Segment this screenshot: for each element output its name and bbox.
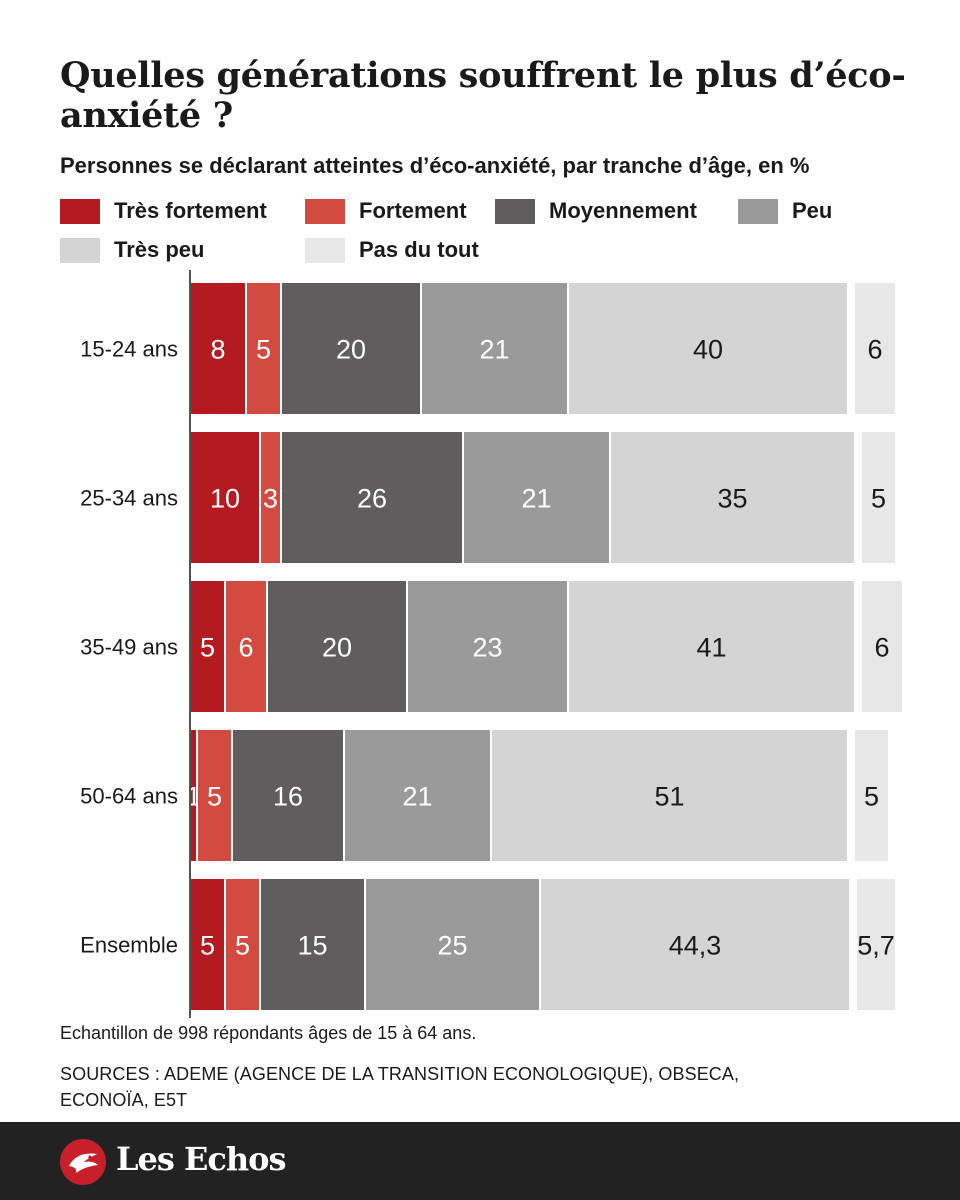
legend-label-tres-peu: Très peu xyxy=(114,237,205,262)
legend-label-pas-du-tout: Pas du tout xyxy=(359,237,479,262)
value-label-fortement-ensemble: 5 xyxy=(235,931,250,961)
value-label-tres-fortement-ensemble: 5 xyxy=(200,931,215,961)
bar-tres-fortement-ensemble xyxy=(191,879,224,1010)
legend-swatch-pas-du-tout xyxy=(305,237,345,263)
bar-tres-peu-35-49-ans xyxy=(569,581,854,712)
value-label-pas-du-tout-35-49-ans: 6 xyxy=(874,633,889,663)
legend-label-peu: Peu xyxy=(792,198,833,223)
legend-item-moyennement: Moyennement xyxy=(495,198,697,224)
value-label-fortement-15-24-ans: 5 xyxy=(256,335,271,365)
legend-label-moyennement: Moyennement xyxy=(549,198,697,223)
bar-tres-peu-ensemble xyxy=(541,879,850,1010)
value-label-tres-fortement-25-34-ans: 10 xyxy=(210,484,240,514)
value-label-moyennement-25-34-ans: 26 xyxy=(357,484,387,514)
value-label-fortement-25-34-ans: 3 xyxy=(263,484,278,514)
value-label-peu-25-34-ans: 21 xyxy=(521,484,551,514)
bar-pas-du-tout-ensemble xyxy=(857,879,895,1010)
bar-pas-du-tout-50-64-ans xyxy=(855,730,888,861)
bar-moyennement-50-64-ans xyxy=(233,730,343,861)
bar-tres-fortement-15-24-ans xyxy=(191,283,245,414)
category-label-50-64-ans: 50-64 ans xyxy=(80,784,178,809)
value-label-moyennement-15-24-ans: 20 xyxy=(336,335,366,365)
bar-pas-du-tout-15-24-ans xyxy=(855,283,895,414)
bar-tres-fortement-35-49-ans xyxy=(191,581,224,712)
value-label-peu-ensemble: 25 xyxy=(437,931,467,961)
footer-bar: Les Echos xyxy=(0,1122,960,1200)
legend-swatch-tres-fortement xyxy=(60,198,100,224)
value-label-tres-peu-25-34-ans: 35 xyxy=(717,484,747,514)
bar-peu-ensemble xyxy=(366,879,539,1010)
value-label-peu-15-24-ans: 21 xyxy=(479,335,509,365)
value-label-moyennement-50-64-ans: 16 xyxy=(273,782,303,812)
bar-fortement-25-34-ans xyxy=(261,432,280,563)
value-label-pas-du-tout-25-34-ans: 5 xyxy=(871,484,886,514)
bar-peu-35-49-ans xyxy=(408,581,567,712)
sources: SOURCES : ADEME (AGENCE DE LA TRANSITION… xyxy=(60,1061,880,1113)
bar-fortement-ensemble xyxy=(226,879,259,1010)
value-label-pas-du-tout-50-64-ans: 5 xyxy=(864,782,879,812)
bar-fortement-15-24-ans xyxy=(247,283,280,414)
legend-label-tres-fortement: Très fortement xyxy=(114,198,267,223)
value-label-tres-fortement-35-49-ans: 5 xyxy=(200,633,215,663)
legend-item-peu: Peu xyxy=(738,198,832,224)
bar-tres-fortement-50-64-ans xyxy=(191,730,196,861)
legend-item-fortement: Fortement xyxy=(305,198,467,224)
legend-swatch-fortement xyxy=(305,198,345,224)
bar-tres-peu-15-24-ans xyxy=(569,283,847,414)
value-label-tres-peu-50-64-ans: 51 xyxy=(654,782,684,812)
value-label-tres-peu-15-24-ans: 40 xyxy=(693,335,723,365)
legend-item-tres-peu: Très peu xyxy=(60,237,204,263)
legend-swatch-tres-peu xyxy=(60,237,100,263)
sources-line-2: ECONOÏA, E5T xyxy=(60,1090,188,1110)
chart-title: Quelles générations souffrent le plus d’… xyxy=(60,55,906,136)
sample-note: Echantillon de 998 répondants âges de 15… xyxy=(60,1023,477,1043)
category-label-15-24-ans: 15-24 ans xyxy=(80,337,178,362)
chart-subtitle: Personnes se déclarant atteintes d’éco-a… xyxy=(60,153,810,178)
bar-moyennement-25-34-ans xyxy=(282,432,462,563)
legend-label-fortement: Fortement xyxy=(359,198,467,223)
value-label-moyennement-ensemble: 15 xyxy=(297,931,327,961)
bar-moyennement-ensemble xyxy=(261,879,364,1010)
bar-tres-peu-25-34-ans xyxy=(611,432,854,563)
bar-pas-du-tout-35-49-ans xyxy=(862,581,902,712)
bar-moyennement-35-49-ans xyxy=(268,581,406,712)
category-label-25-34-ans: 25-34 ans xyxy=(80,486,178,511)
value-label-fortement-50-64-ans: 5 xyxy=(207,782,222,812)
bar-fortement-35-49-ans xyxy=(226,581,266,712)
value-label-tres-peu-ensemble: 44,3 xyxy=(669,931,722,961)
legend-swatch-peu xyxy=(738,198,778,224)
stacked-bar-chart: 15-24 ans 8 5 20 21 40 6 25-34 ans 10 3 26 21 35 5 35-… xyxy=(80,270,902,1018)
legend-item-tres-fortement: Très fortement xyxy=(60,198,267,224)
bar-fortement-50-64-ans xyxy=(198,730,231,861)
value-label-fortement-35-49-ans: 6 xyxy=(238,633,253,663)
bar-tres-fortement-25-34-ans xyxy=(191,432,259,563)
bar-tres-peu-50-64-ans xyxy=(492,730,847,861)
category-label-35-49-ans: 35-49 ans xyxy=(80,635,178,660)
les-echos-brand: Les Echos xyxy=(116,1140,287,1178)
les-echos-logo-icon xyxy=(60,1139,106,1185)
legend-swatch-moyennement xyxy=(495,198,535,224)
category-label-ensemble: Ensemble xyxy=(80,933,178,958)
value-label-tres-peu-35-49-ans: 41 xyxy=(696,633,726,663)
value-label-pas-du-tout-ensemble: 5,7 xyxy=(857,931,895,961)
bird-emblem-icon xyxy=(69,1153,98,1173)
value-label-pas-du-tout-15-24-ans: 6 xyxy=(867,335,882,365)
value-label-tres-fortement-15-24-ans: 8 xyxy=(210,335,225,365)
legend-item-pas-du-tout: Pas du tout xyxy=(305,237,479,263)
bar-peu-25-34-ans xyxy=(464,432,609,563)
bar-moyennement-15-24-ans xyxy=(282,283,420,414)
sources-line-1: SOURCES : ADEME (AGENCE DE LA TRANSITION… xyxy=(60,1064,740,1084)
value-label-peu-35-49-ans: 23 xyxy=(472,633,502,663)
bar-pas-du-tout-25-34-ans xyxy=(862,432,895,563)
bar-peu-50-64-ans xyxy=(345,730,490,861)
value-label-moyennement-35-49-ans: 20 xyxy=(322,633,352,663)
value-label-peu-50-64-ans: 21 xyxy=(402,782,432,812)
bar-peu-15-24-ans xyxy=(422,283,567,414)
